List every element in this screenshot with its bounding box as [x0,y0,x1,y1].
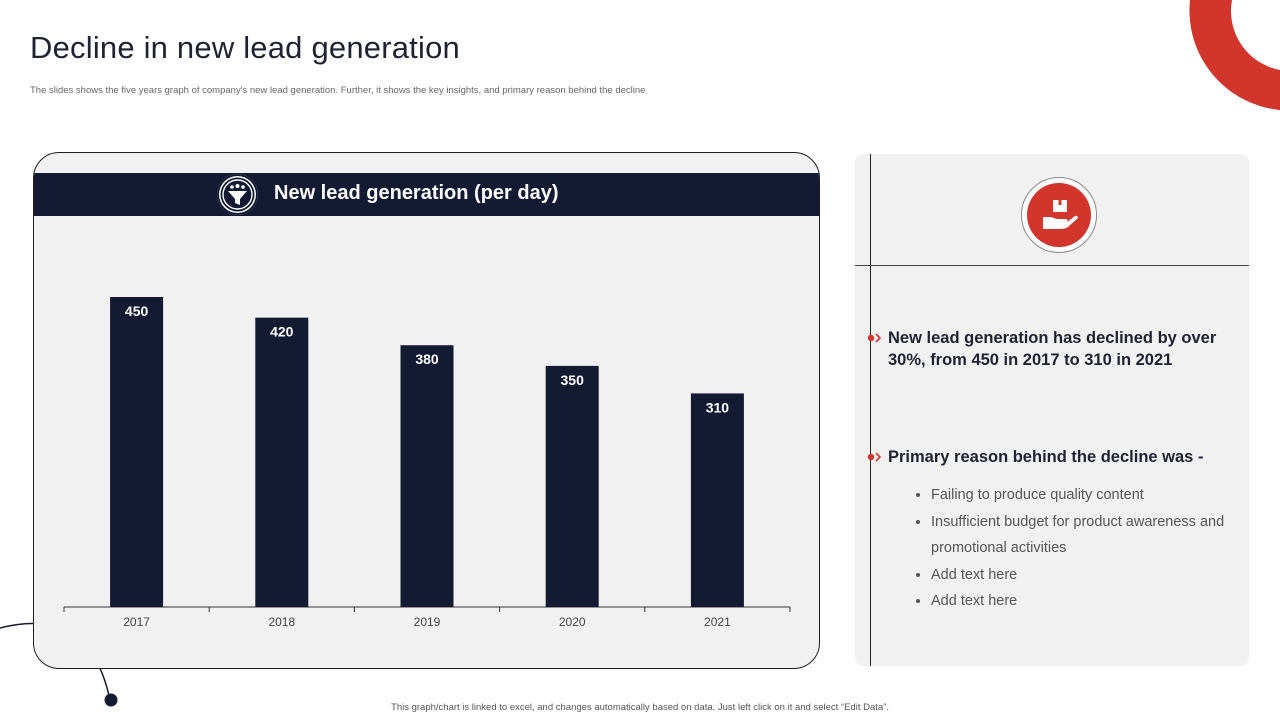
data-label-2021: 310 [706,399,730,415]
x-tick-label-2017: 2017 [123,615,150,629]
page-title: Decline in new lead generation [30,30,460,65]
horizontal-divider [855,265,1249,266]
insight-decline-line2: 30%, from 450 in 2017 to 310 in 2021 [888,351,1173,369]
red-dot-chevron-icon [867,333,882,343]
bar-2018[interactable] [255,317,309,607]
reason-item: Insufficient budget for product awarenes… [931,509,1231,562]
chart-header: New lead generation (per day) [34,173,819,216]
red-dot-chevron-icon [867,452,882,462]
primary-reason-heading: Primary reason behind the decline was - [888,448,1204,466]
x-tick-label-2019: 2019 [414,615,441,629]
insight-decline-line1: New lead generation has declined by over [888,329,1217,347]
insight-panel: New lead generation has declined by over… [855,154,1249,666]
data-label-2017: 450 [125,303,149,319]
x-tick-label-2021: 2021 [704,615,731,629]
data-label-2020: 350 [561,372,585,388]
bar-chart[interactable]: 450 2017 420 2018 380 2019 350 2020 310 2021 [34,153,819,668]
reason-list: Failing to produce quality content Insuf… [908,482,1231,615]
vertical-divider [870,154,871,666]
reason-item: Failing to produce quality content [931,482,1231,509]
top-right-red-arc [1189,0,1280,110]
bar-2019[interactable] [400,345,454,607]
bar-2017[interactable] [110,297,164,607]
page-subtitle: The slides shows the five years graph of… [30,85,646,96]
reason-item: Add text here [931,562,1231,589]
data-label-2019: 380 [415,351,439,367]
x-tick-label-2018: 2018 [268,615,295,629]
footer-note: This graph/chart is linked to excel, and… [391,702,889,713]
data-label-2018: 420 [270,324,294,340]
insight-decline-text: New lead generation has declined by over… [888,327,1216,371]
funnel-people-icon [217,174,258,215]
chart-title: New lead generation (per day) [274,182,559,204]
reason-item: Add text here [931,588,1231,615]
chart-panel[interactable]: 450 2017 420 2018 380 2019 350 2020 310 2021 New … [33,152,820,669]
bar-2021[interactable] [690,393,744,607]
bar-2020[interactable] [545,365,599,607]
x-tick-label-2020: 2020 [559,615,586,629]
hand-holding-box-icon [1021,177,1097,253]
